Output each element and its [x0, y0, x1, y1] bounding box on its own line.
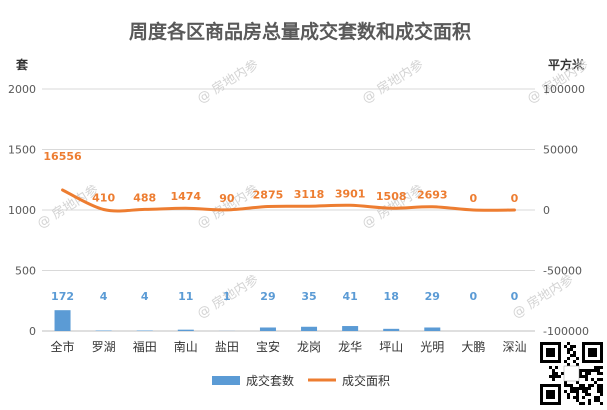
- left-tick-label: 500: [15, 265, 36, 278]
- category-label: 罗湖: [92, 339, 116, 354]
- category-label: 宝安: [256, 339, 280, 354]
- left-tick-label: 2000: [8, 83, 36, 96]
- legend-label: 成交面积: [342, 373, 390, 388]
- line-data-label: 16556: [43, 150, 82, 163]
- line-data-label: 0: [470, 192, 478, 205]
- line-data-label: 0: [511, 192, 519, 205]
- line-data-label: 3118: [294, 188, 325, 201]
- right-tick-label: 0: [543, 204, 550, 217]
- legend-swatch-bar: [212, 376, 240, 385]
- right-axis-unit: 平方米: [548, 57, 585, 72]
- right-tick-label: 100000: [543, 83, 585, 96]
- right-tick-label: -100000: [543, 325, 589, 338]
- bar-data-label: 29: [425, 290, 440, 303]
- category-label: 盐田: [215, 340, 239, 354]
- line-data-label: 90: [219, 192, 235, 205]
- legend: 成交套数 成交面积: [212, 373, 390, 388]
- category-label: 大鹏: [461, 340, 485, 354]
- line-data-label: 2875: [253, 189, 284, 202]
- line-data-label: 488: [133, 191, 156, 204]
- bar-data-label: 4: [100, 290, 108, 303]
- category-label: 光明: [420, 340, 444, 354]
- bar-data-label: 41: [342, 290, 357, 303]
- bar-data-label: 18: [384, 290, 399, 303]
- bar-data-label: 1: [223, 290, 231, 303]
- category-label: 龙岗: [297, 340, 321, 354]
- category-label: 龙华: [338, 340, 362, 354]
- category-label: 全市: [51, 339, 75, 354]
- left-tick-label: 0: [29, 325, 36, 338]
- category-label: 坪山: [379, 340, 403, 354]
- chart-title: 周度各区商品房总量成交套数和成交面积: [129, 20, 471, 43]
- right-tick-label: -50000: [543, 265, 582, 278]
- bar-data-label: 29: [260, 290, 275, 303]
- line-data-label: 2693: [417, 189, 448, 202]
- right-tick-label: 50000: [543, 144, 578, 157]
- category-label: 南山: [174, 339, 198, 354]
- bar: [177, 329, 194, 331]
- left-tick-label: 1000: [8, 204, 36, 217]
- line-data-label: 1474: [170, 190, 201, 203]
- area-series-line: [61, 188, 516, 213]
- bar: [424, 327, 441, 331]
- bar: [54, 310, 71, 331]
- bar: [383, 328, 400, 331]
- bar-data-label: 11: [178, 290, 193, 303]
- bar-data-label: 172: [51, 290, 74, 303]
- line-data-label: 1508: [376, 190, 407, 203]
- left-tick-label: 1500: [8, 144, 36, 157]
- watermark: @ 房地内参: [359, 57, 426, 107]
- bar-data-label: 0: [470, 290, 478, 303]
- bar-data-label: 0: [511, 290, 519, 303]
- qr-code: [538, 340, 605, 407]
- bar: [342, 326, 359, 331]
- bar-data-label: 35: [301, 290, 316, 303]
- watermark: @ 房地内参: [194, 57, 261, 107]
- line-data-label: 410: [92, 192, 115, 205]
- legend-label: 成交套数: [246, 373, 294, 388]
- category-label: 深汕: [502, 340, 526, 354]
- category-label: 福田: [133, 339, 157, 354]
- left-axis-unit: 套: [15, 57, 29, 72]
- bar: [259, 327, 276, 331]
- bar: [301, 326, 318, 331]
- line-data-label: 3901: [335, 187, 366, 200]
- bar-data-label: 4: [141, 290, 149, 303]
- watermark: @ 房地内参: [509, 272, 576, 322]
